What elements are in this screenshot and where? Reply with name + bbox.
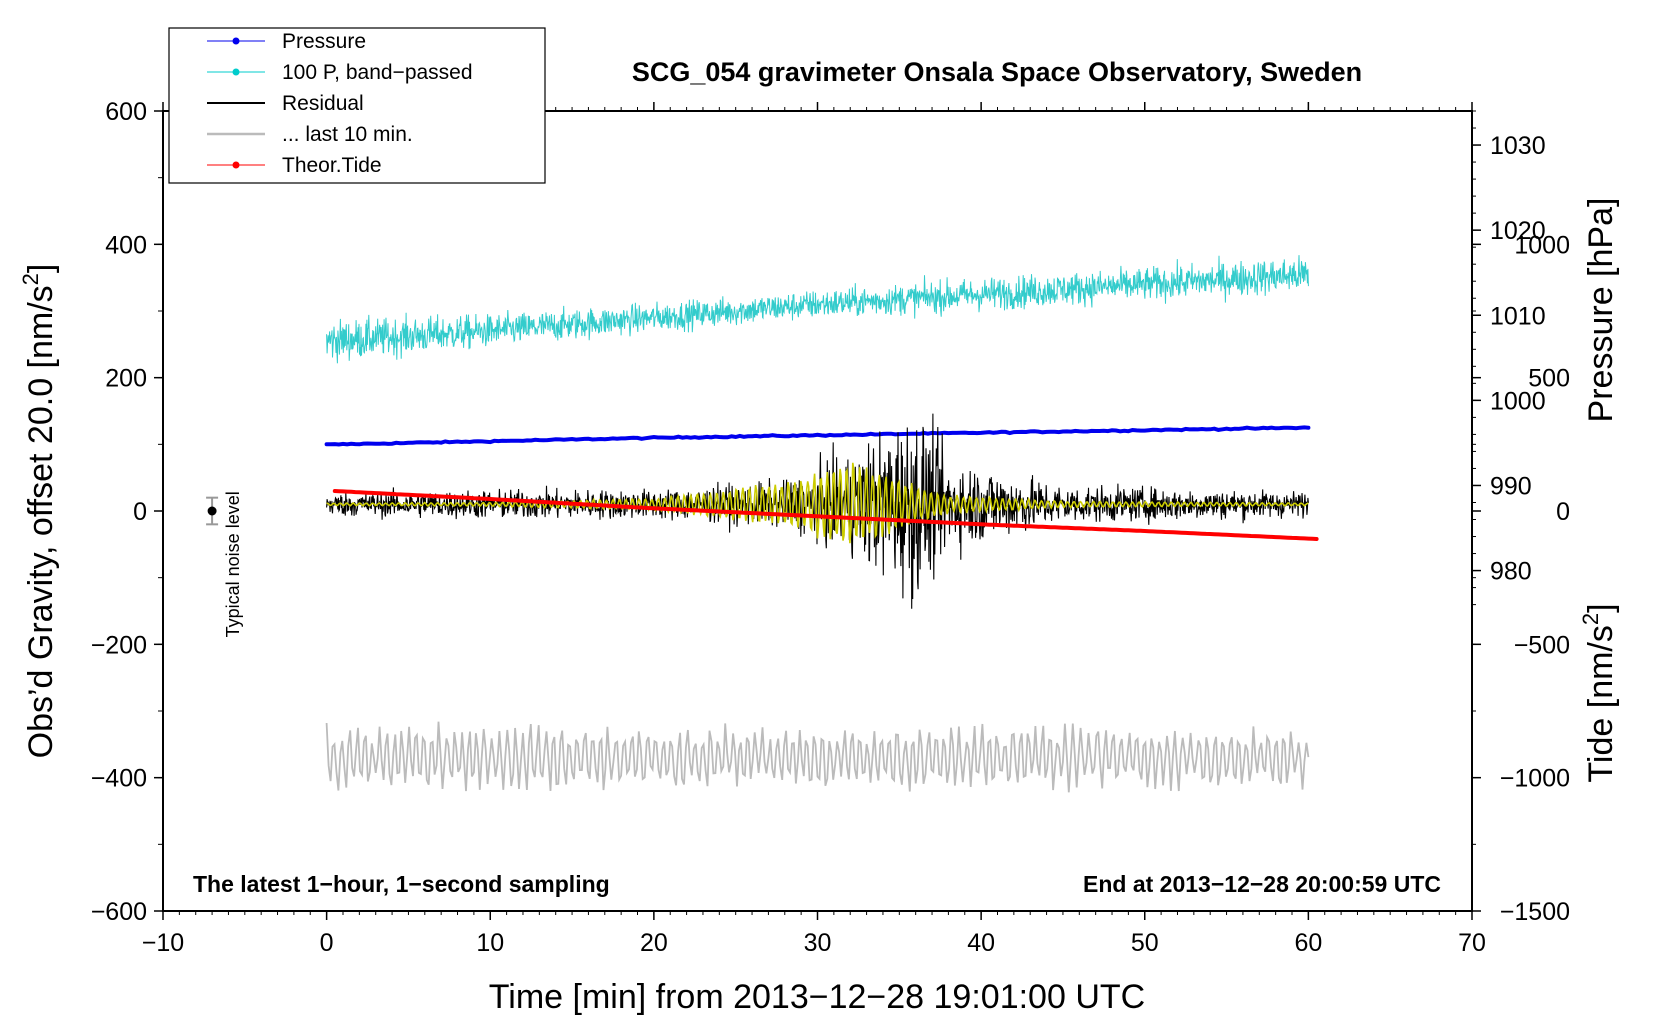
axes: −10 0 10 20 30 40 50 60 706004002000−200−400−600… bbox=[91, 98, 1570, 957]
noise-level-marker bbox=[206, 496, 219, 526]
y-pressure-tick-label: 1020 bbox=[1490, 217, 1546, 245]
y-axis-label-left-close: ] bbox=[22, 264, 60, 273]
y-axis-label-tide-text: Tide [nm/s bbox=[1582, 625, 1620, 782]
legend-marker bbox=[232, 161, 240, 169]
legend-label: 100 P, band−passed bbox=[282, 61, 473, 84]
x-tick-label: 50 bbox=[1131, 929, 1159, 957]
y-pressure-tick-label: 1030 bbox=[1490, 132, 1546, 160]
y-tide-tick-label: −1500 bbox=[1500, 898, 1570, 926]
x-tick-label: 60 bbox=[1294, 929, 1322, 957]
legend-box bbox=[168, 27, 546, 184]
y-tide-tick-label: 500 bbox=[1528, 365, 1570, 393]
y-left-tick-label: 0 bbox=[133, 498, 147, 526]
y-axis-label-tide: Tide [nm/s2] bbox=[1578, 603, 1620, 782]
x-tick-label: −10 bbox=[142, 929, 184, 957]
x-tick-label: 30 bbox=[804, 929, 832, 957]
y-tide-tick-label: −1000 bbox=[1500, 765, 1570, 793]
legend-label: Pressure bbox=[282, 30, 366, 53]
x-tick-label: 20 bbox=[640, 929, 668, 957]
y-axis-label-left-sup: 2 bbox=[18, 273, 43, 285]
data-traces bbox=[324, 255, 1319, 793]
x-axis-label: Time [min] from 2013−12−28 19:01:00 UTC bbox=[489, 978, 1145, 1016]
series-100-p-band-passed bbox=[326, 255, 1309, 364]
y-left-tick-label: 200 bbox=[105, 365, 147, 393]
legend-marker bbox=[232, 68, 240, 76]
noise-dot bbox=[207, 506, 217, 516]
legend-label: ... last 10 min. bbox=[282, 123, 413, 146]
y-tide-tick-label: 0 bbox=[1556, 498, 1570, 526]
x-tick-label: 0 bbox=[320, 929, 334, 957]
y-pressure-tick-label: 1000 bbox=[1490, 387, 1546, 415]
noise-level-label: Typical noise level bbox=[223, 491, 243, 637]
legend-label: Theor.Tide bbox=[282, 154, 382, 177]
y-pressure-tick-label: 1010 bbox=[1490, 302, 1546, 330]
x-tick-label: 70 bbox=[1458, 929, 1486, 957]
y-axis-label-tide-close: ] bbox=[1582, 603, 1620, 612]
y-left-tick-label: 600 bbox=[105, 98, 147, 126]
y-left-tick-label: −200 bbox=[91, 631, 147, 659]
y-tide-tick-label: 1000 bbox=[1514, 231, 1570, 259]
legend-marker bbox=[232, 37, 240, 45]
y-left-tick-label: −400 bbox=[91, 765, 147, 793]
series-pressure bbox=[324, 425, 1311, 447]
series-residual-filtered bbox=[326, 462, 1309, 544]
x-tick-label: 40 bbox=[967, 929, 995, 957]
x-tick-label: 10 bbox=[476, 929, 504, 957]
y-axis-label-tide-sup: 2 bbox=[1578, 613, 1603, 625]
annotation-end-time: End at 2013−12−28 20:00:59 UTC bbox=[1083, 871, 1441, 897]
series-theor-tide bbox=[332, 489, 1319, 541]
y-tide-tick-label: −500 bbox=[1514, 631, 1570, 659]
y-axis-label-left-text: Obs’d Gravity, offset 20.0 [nm/s bbox=[22, 285, 60, 758]
y-left-tick-label: 400 bbox=[105, 231, 147, 259]
y-axis-label-pressure: Pressure [hPa] bbox=[1582, 198, 1620, 423]
legend: Pressure 100 P, band−passed Residual ... la… bbox=[168, 27, 546, 184]
y-left-tick-label: −600 bbox=[91, 898, 147, 926]
y-pressure-tick-label: 980 bbox=[1490, 558, 1532, 586]
annotation-sampling: The latest 1−hour, 1−second sampling bbox=[193, 871, 610, 897]
y-pressure-tick-label: 990 bbox=[1490, 472, 1532, 500]
series--last-10-min- bbox=[325, 721, 1310, 793]
y-axis-label-left: Obs’d Gravity, offset 20.0 [nm/s2] bbox=[18, 264, 60, 759]
legend-label: Residual bbox=[282, 92, 364, 115]
chart-title: SCG_054 gravimeter Onsala Space Observat… bbox=[632, 57, 1362, 87]
